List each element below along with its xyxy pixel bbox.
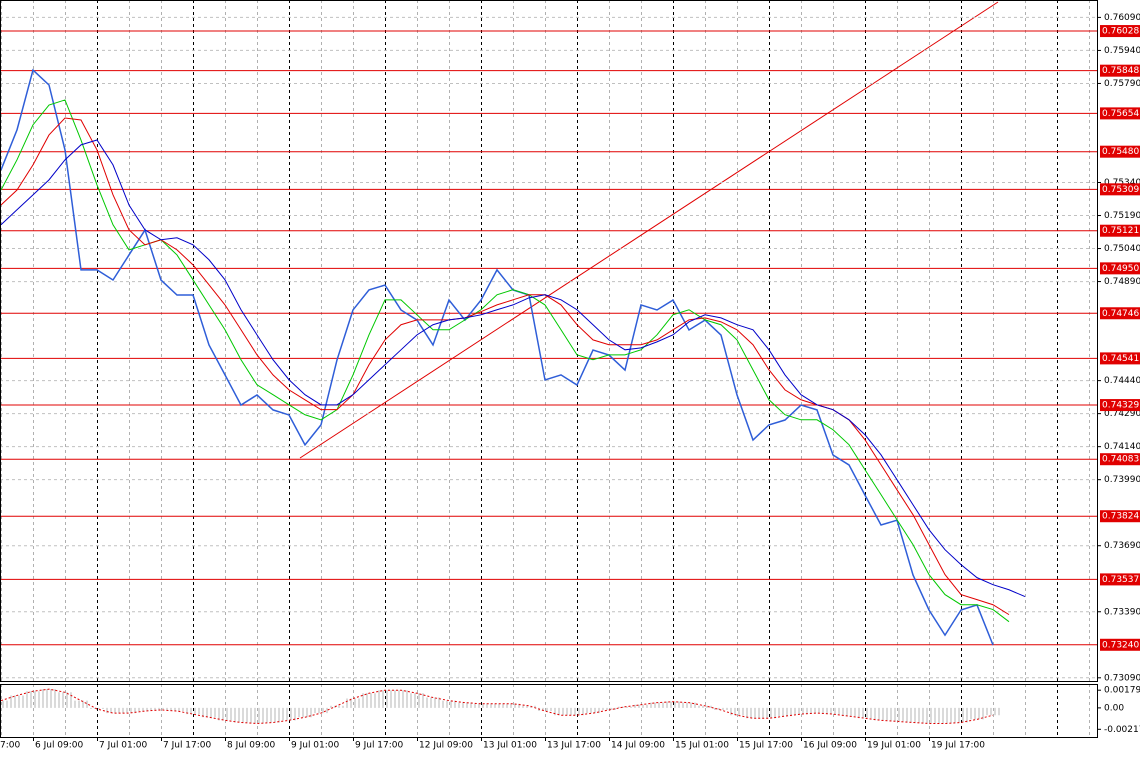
y-tick-label: 0.73690 [1104,541,1140,551]
x-tick-label: 14 Jul 09:00 [611,741,665,751]
oscillator-panel [0,688,1000,724]
x-tick-label: 19 Jul 01:00 [867,741,921,751]
x-tick-label: 19 Jul 17:00 [931,741,985,751]
axes: 0.76090 0.75940 0.75790 0.75340 0.75190 0.750… [0,13,1140,751]
level-tag [1100,224,1140,237]
level-label: 0.73537 [1102,575,1139,585]
level-label: 0.75480 [1102,147,1139,157]
series-line [0,68,994,646]
level-label: 0.73824 [1102,512,1139,522]
level-tag [1100,145,1140,158]
x-tick-label: 13 Jul 17:00 [547,741,601,751]
level-label: 0.74746 [1102,309,1139,319]
y-tick-label: 0.75790 [1104,79,1140,89]
x-tick-label: 9 Jul 17:00 [355,741,404,751]
x-tick-label: 7 Jul 17:00 [163,741,212,751]
level-label: 0.74329 [1102,401,1139,411]
series-line [0,688,994,724]
y-tick-label: 0.74140 [1104,442,1140,452]
level-tag [1100,25,1140,38]
y-tick-label: 0.75340 [1104,178,1140,188]
series-line [0,139,1026,598]
y-tick-label: 0.75190 [1104,211,1140,221]
x-tick-label: 7:00 [0,741,20,751]
y-tick-label: 0.73390 [1104,607,1140,617]
level-label: 0.75309 [1102,185,1139,195]
level-label: 0.75121 [1102,226,1139,236]
y-tick-label: 0.73090 [1104,673,1140,683]
level-label: 0.74541 [1102,354,1139,364]
series-line [0,99,1010,623]
price-panel [0,1,1097,679]
x-tick-label: 7 Jul 01:00 [99,741,148,751]
x-tick-label: 13 Jul 01:00 [483,741,537,751]
level-tag [1100,510,1140,523]
x-tick-label: 15 Jul 01:00 [675,741,729,751]
level-tag [1100,453,1140,466]
y-tick-label: 0.74290 [1104,409,1140,419]
level-tag [1100,107,1140,120]
x-tick-label: 8 Jul 09:00 [227,741,276,751]
level-label: 0.73240 [1102,640,1139,650]
time-grid [1,0,1090,737]
level-tag [1100,352,1140,365]
level-tag [1100,262,1140,275]
level-label: 0.74083 [1102,455,1139,465]
level-tag [1100,183,1140,196]
y-tick-label: 0.75040 [1104,244,1140,254]
trendline [299,1,999,459]
level-label: 0.75848 [1102,66,1139,76]
level-tag [1100,638,1140,651]
y-tick-label: 0.73990 [1104,475,1140,485]
price-frame [0,0,1098,682]
level-tag [1100,307,1140,320]
oscillator-frame [0,684,1098,738]
y-tick-label: -0.00217 [1104,725,1140,735]
level-label: 0.75654 [1102,109,1139,119]
y-tick-label: 0.75940 [1104,46,1140,56]
x-tick-label: 9 Jul 01:00 [291,741,340,751]
y-tick-label: 0.00 [1104,703,1124,713]
y-tick-label: 0.74890 [1104,277,1140,287]
x-tick-label: 15 Jul 17:00 [739,741,793,751]
y-tick-label: 0.76090 [1104,13,1140,23]
y-tick-label: 0.001792 [1104,686,1140,696]
x-tick-label: 16 Jul 09:00 [803,741,857,751]
level-tag [1100,573,1140,586]
y-tick-label: 0.74440 [1104,376,1140,386]
level-label: 0.76028 [1102,27,1139,37]
x-tick-label: 6 Jul 09:00 [35,741,84,751]
level-tag [1100,399,1140,412]
level-label: 0.74950 [1102,264,1139,274]
x-tick-label: 12 Jul 09:00 [419,741,473,751]
level-tag [1100,64,1140,77]
